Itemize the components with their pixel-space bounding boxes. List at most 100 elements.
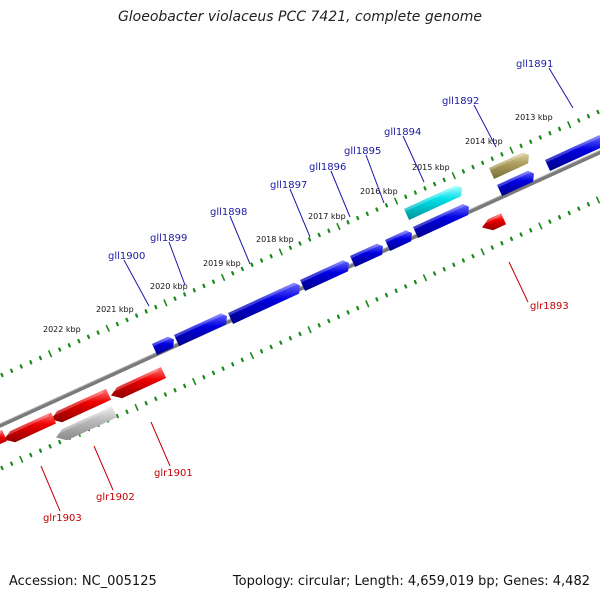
feature-gray-shape	[56, 406, 118, 441]
minor-tick	[529, 228, 533, 233]
minor-tick	[336, 314, 340, 319]
minor-tick	[154, 304, 158, 310]
genome-backbone	[0, 150, 600, 428]
major-tick	[307, 326, 312, 334]
major-tick	[451, 172, 456, 180]
minor-tick	[471, 254, 475, 259]
minor-tick	[144, 309, 148, 314]
leader-glr1902	[93, 445, 114, 491]
minor-tick	[192, 288, 196, 293]
kbp-label: 2018 kbp	[256, 235, 294, 244]
minor-tick	[211, 370, 216, 376]
minor-tick	[500, 241, 504, 246]
feature-glr1893	[482, 213, 507, 231]
feature-gll1891	[545, 134, 600, 171]
minor-tick	[586, 113, 591, 119]
feature-glr1902-shape	[51, 388, 112, 423]
minor-tick	[48, 444, 52, 449]
minor-tick	[10, 461, 14, 466]
leader-gll1891	[548, 67, 574, 109]
minor-tick	[298, 241, 302, 246]
feature-gll1898	[228, 281, 300, 324]
minor-tick	[404, 194, 408, 199]
minor-tick	[596, 109, 600, 115]
feature-gray	[56, 406, 118, 441]
leader-gll1897	[289, 188, 311, 238]
feature-olive	[489, 150, 529, 179]
minor-tick	[288, 245, 292, 250]
gene-label-glr1901: glr1901	[154, 468, 193, 479]
feature-olive-shine	[489, 150, 527, 171]
minor-tick	[577, 206, 581, 211]
leader-gll1894	[402, 135, 425, 183]
topology-info: Topology: circular; Length: 4,659,019 bp…	[232, 574, 590, 589]
leader-glr1893	[508, 261, 529, 303]
minor-tick	[115, 413, 119, 419]
minor-tick	[38, 355, 43, 361]
feature-gll1900-shine	[152, 334, 173, 347]
gene-label-gll1897: gll1897	[270, 180, 307, 191]
minor-tick	[557, 215, 562, 220]
feature-gll1897-shine	[300, 258, 347, 283]
minor-tick	[423, 186, 427, 191]
minor-tick	[384, 203, 389, 208]
minor-tick	[481, 160, 485, 166]
feature-gll1894	[413, 202, 469, 238]
major-tick	[480, 248, 485, 256]
feature-gll1894-cyan-shine	[404, 183, 460, 212]
map-title: Gloeobacter violaceus PCC 7421, complete…	[117, 9, 483, 25]
minor-tick	[577, 118, 581, 123]
major-tick	[394, 197, 399, 205]
leader-gll1892	[473, 104, 497, 148]
gene-label-glr1893: glr1893	[530, 301, 569, 312]
minor-tick	[231, 271, 235, 276]
minor-tick	[67, 343, 71, 348]
minor-tick	[0, 372, 4, 378]
major-tick	[509, 146, 514, 154]
feature-glr1903-shine	[4, 413, 49, 437]
major-tick	[567, 121, 572, 129]
minor-tick	[375, 207, 379, 212]
leader-gll1895	[365, 154, 385, 204]
minor-tick	[452, 262, 456, 267]
minor-tick	[288, 336, 292, 341]
kbp-label: 2013 kbp	[515, 113, 553, 122]
major-tick	[278, 248, 283, 256]
feature-glr1903	[4, 412, 57, 443]
major-tick	[538, 222, 543, 230]
gene-label-leaders	[40, 67, 574, 512]
leader-glr1901	[150, 421, 171, 467]
feature-gll1900-shape	[152, 336, 174, 355]
minor-tick	[500, 152, 504, 157]
kbp-label: 2020 kbp	[150, 282, 188, 291]
feature-gll1900	[152, 334, 174, 355]
kbp-label: 2022 kbp	[43, 325, 81, 334]
feature-gll1898-shape	[228, 282, 300, 324]
major-tick	[336, 223, 341, 231]
gene-features	[0, 134, 600, 445]
minor-tick	[490, 156, 494, 161]
minor-tick	[231, 362, 235, 367]
major-tick	[422, 274, 428, 282]
major-tick	[163, 299, 168, 307]
major-tick	[48, 350, 53, 358]
leader-gll1896	[330, 170, 351, 218]
minor-tick	[509, 236, 514, 242]
minor-tick	[327, 228, 331, 233]
kbp-label: 2021 kbp	[96, 305, 134, 314]
gene-label-gll1899: gll1899	[150, 233, 187, 244]
minor-tick	[490, 245, 494, 250]
minor-tick	[461, 258, 465, 263]
minor-tick	[135, 313, 139, 318]
minor-tick	[115, 321, 119, 327]
minor-tick	[548, 219, 552, 224]
major-tick	[192, 377, 197, 386]
feature-glr1903-shape	[4, 412, 57, 443]
minor-tick	[125, 409, 129, 414]
minor-tick	[317, 323, 321, 328]
minor-tick	[519, 143, 523, 149]
minor-tick	[173, 296, 177, 301]
minor-tick	[29, 360, 33, 365]
kbp-label: 2017 kbp	[308, 212, 346, 221]
